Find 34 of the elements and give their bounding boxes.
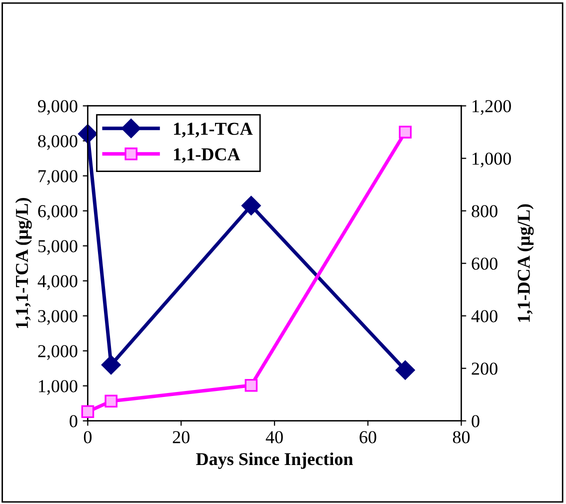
point: [398, 126, 412, 138]
y2-tick-label: 200: [472, 362, 498, 375]
point: [241, 196, 261, 216]
y-tick-label: 6,000: [38, 205, 78, 220]
point: [104, 394, 118, 408]
x-tick-label: 40: [266, 431, 283, 444]
y-tick-label: 4,000: [38, 275, 78, 290]
y2-tick-label: 1,000: [472, 152, 511, 168]
point: [101, 355, 121, 375]
x-axis-title: Days Since Injection: [196, 452, 353, 469]
x-tick-label: 80: [452, 431, 470, 444]
point: [244, 379, 258, 392]
y-tick-label: 5,000: [38, 240, 78, 255]
x-tick-label: 60: [360, 431, 376, 444]
y-tick-label: 9,000: [38, 100, 78, 115]
y-tick-label: 1,000: [38, 380, 78, 395]
y2-tick-label: 1,200: [472, 100, 511, 115]
y2-axis-title: 1,1-DCA (µg/L): [517, 204, 534, 322]
y2-tick-label: 800: [472, 205, 498, 218]
y-tick-label: 0: [70, 415, 78, 428]
legend-label: 1,1,1-TCA: [174, 122, 253, 138]
y-tick-label: 7,000: [38, 170, 78, 185]
y-axis-title: 1,1,1-TCA (µg/L): [15, 198, 32, 328]
point: [396, 360, 415, 380]
y2-tick-label: 600: [472, 258, 498, 270]
y-tick-label: 2,000: [38, 345, 78, 360]
x-tick-label: 20: [172, 431, 190, 444]
y-tick-label: 3,000: [38, 310, 78, 325]
legend-label: 1,1-DCA: [174, 148, 240, 164]
y2-tick-label: 0: [472, 415, 480, 428]
x-tick-label: 0: [84, 431, 92, 444]
y2-tick-label: 400: [471, 310, 498, 322]
y-tick-label: 8,000: [38, 135, 78, 150]
point: [81, 405, 94, 418]
